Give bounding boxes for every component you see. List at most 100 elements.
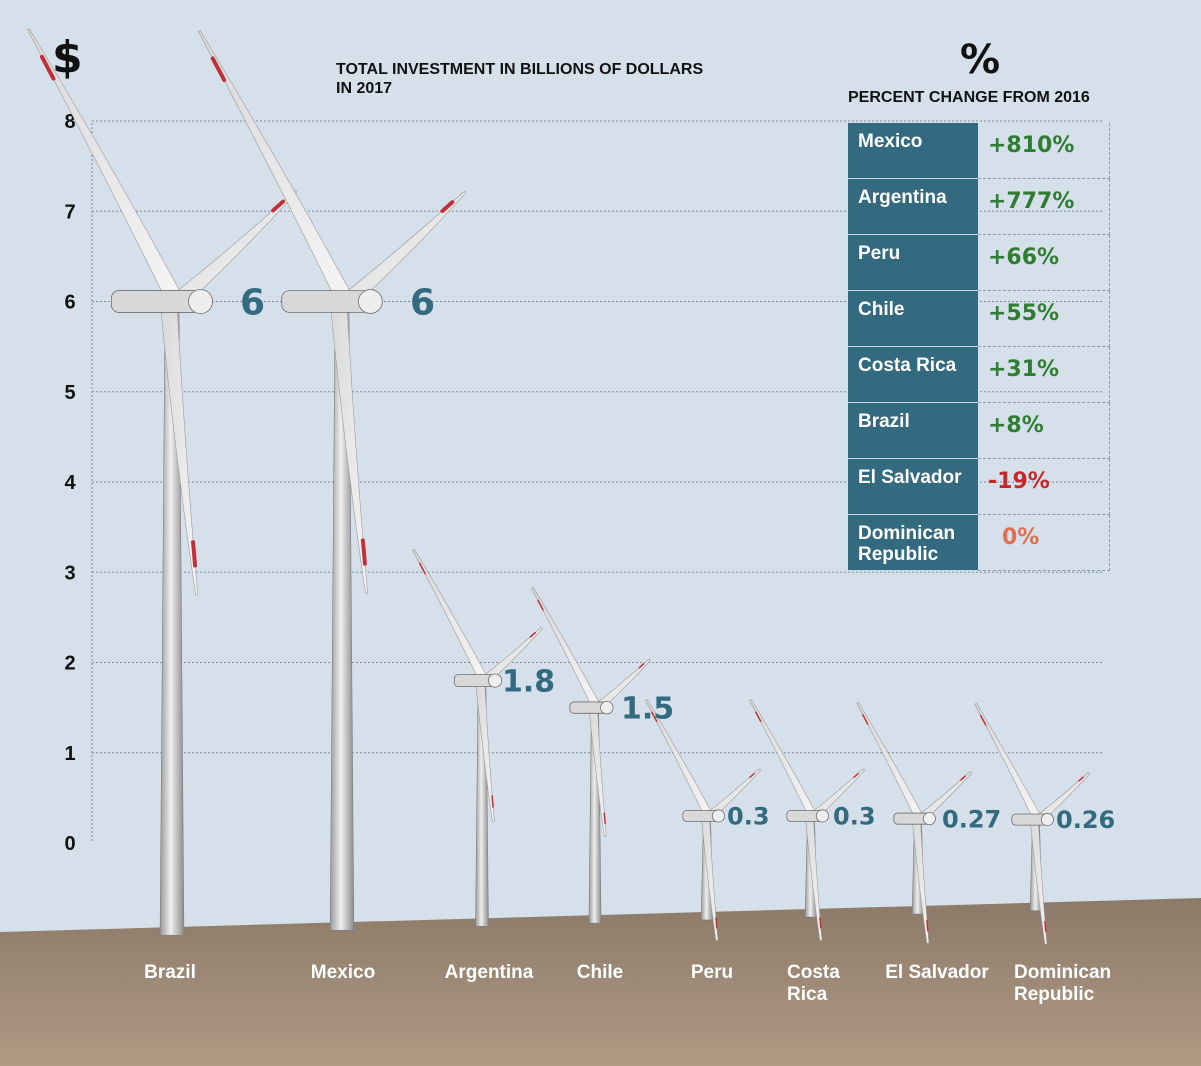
turbine-hub [358,289,383,314]
turbine-blade [700,815,719,941]
blade-tip-stripe [853,772,859,779]
turbine-bar-el-salvador [856,701,973,944]
turbine-blade [856,701,924,821]
turbine-blade [974,702,1042,822]
data-label: 1.8 [502,664,555,699]
blade-tip-stripe [491,795,494,808]
table-country: Chile [848,291,978,347]
turbine-blade [338,190,467,311]
x-tick-label: Mexico [311,962,375,983]
turbine-blade [911,818,930,944]
data-label: 6 [410,282,435,323]
y-tick-label: 0 [64,833,75,855]
turbine-nacelle [281,290,371,313]
table-change: -19% [978,459,1110,515]
table-change: +31% [978,347,1110,403]
percent-symbol: % [960,37,1001,83]
table-row: Peru +66% [848,235,1110,291]
turbines [27,28,1091,945]
blade-tip-stripe [862,714,869,725]
turbine-blade [531,587,601,710]
blade-tip-stripe [1078,776,1084,782]
table-change: +777% [978,179,1110,235]
turbine-bar-mexico [197,30,467,931]
table-row: Costa Rica +31% [848,347,1110,403]
blade-tip-stripe [715,917,718,929]
turbine-bar-chile [531,587,651,924]
y-tick-label: 6 [64,292,75,314]
turbine-blade [588,707,607,837]
blade-tip-stripe [1044,920,1047,933]
table-change: +55% [978,291,1110,347]
currency-symbol: $ [52,32,83,83]
table-row: Dominican Republic 0% [848,515,1110,571]
blade-tip-stripe [749,772,755,779]
percent-heading: PERCENT CHANGE FROM 2016 [848,89,1090,106]
table-country: Costa Rica [848,347,978,403]
table-country: Dominican Republic [848,515,978,571]
data-label: 6 [240,282,265,323]
table-country: Brazil [848,403,978,459]
turbine-blade [704,768,762,821]
turbine-blade [27,28,183,305]
y-tick-label: 5 [64,382,75,404]
turbine-hub [600,700,614,715]
blade-tip-stripe [926,919,929,932]
blade-tip-stripe [210,56,227,83]
y-tick-label: 1 [64,743,75,765]
turbine-bar-argentina [412,548,543,927]
x-tick-label: Chile [577,962,623,983]
x-tick-label: Argentina [445,962,534,983]
turbine-blade [475,679,495,822]
ground [0,898,1201,1066]
turbine-blade [159,300,198,596]
x-tick-label: Dominican Republic [1014,962,1111,1005]
blade-tip-stripe [39,54,56,81]
y-axis: 0 1 2 3 4 5 6 7 8 [64,111,76,855]
x-tick-label: Brazil [144,962,196,983]
table-row: El Salvador -19% [848,459,1110,515]
data-label: 0.3 [727,803,770,831]
turbine-hub [922,812,936,826]
blade-tip-stripe [529,631,536,638]
turbine-blade [1029,819,1048,945]
turbine-bar-dominican-republic [974,702,1091,945]
value-labels: 6 6 1.8 1.5 0.3 0.3 0.27 0.26 [240,282,1115,834]
table-country: El Salvador [848,459,978,515]
x-tick-label: Costa Rica [787,962,840,1005]
gridlines [91,120,1104,843]
y-tick-label: 3 [64,562,75,584]
percent-change-table: Mexico +810% Argentina +777% Peru +66% C… [848,123,1110,571]
blade-tip-stripe [537,599,544,611]
blade-tip-stripe [651,711,658,723]
turbine-bar-peru [645,699,762,941]
turbine-hub [711,809,725,823]
chart-title: TOTAL INVESTMENT IN BILLIONS OF DOLLARS … [336,60,703,98]
turbine-blade [168,190,298,311]
blade-tip-stripe [271,199,285,213]
blade-tip-stripe [819,917,822,929]
table-row: Chile +55% [848,291,1110,347]
turbine-blade [197,30,353,305]
table-change: 0% [978,515,1110,571]
x-tick-label: El Salvador [885,962,989,983]
turbine-blade [645,699,713,818]
table-country: Peru [848,235,978,291]
blade-tip-stripe [440,200,455,213]
table-change: +810% [978,123,1110,179]
turbine-blade [412,548,489,683]
table-row: Brazil +8% [848,403,1110,459]
blade-tip-stripe [980,714,987,726]
turbine-hub [188,289,213,314]
turbine-blade [749,699,817,818]
table-row: Argentina +777% [848,179,1110,235]
blade-tip-stripe [755,711,762,723]
data-label: 0.3 [833,803,876,831]
table-change: +66% [978,235,1110,291]
turbine-blade [1033,771,1091,825]
blade-tip-stripe [638,663,645,669]
table-change: +8% [978,403,1110,459]
turbine-blade [479,626,543,686]
turbine-blade [592,658,651,713]
